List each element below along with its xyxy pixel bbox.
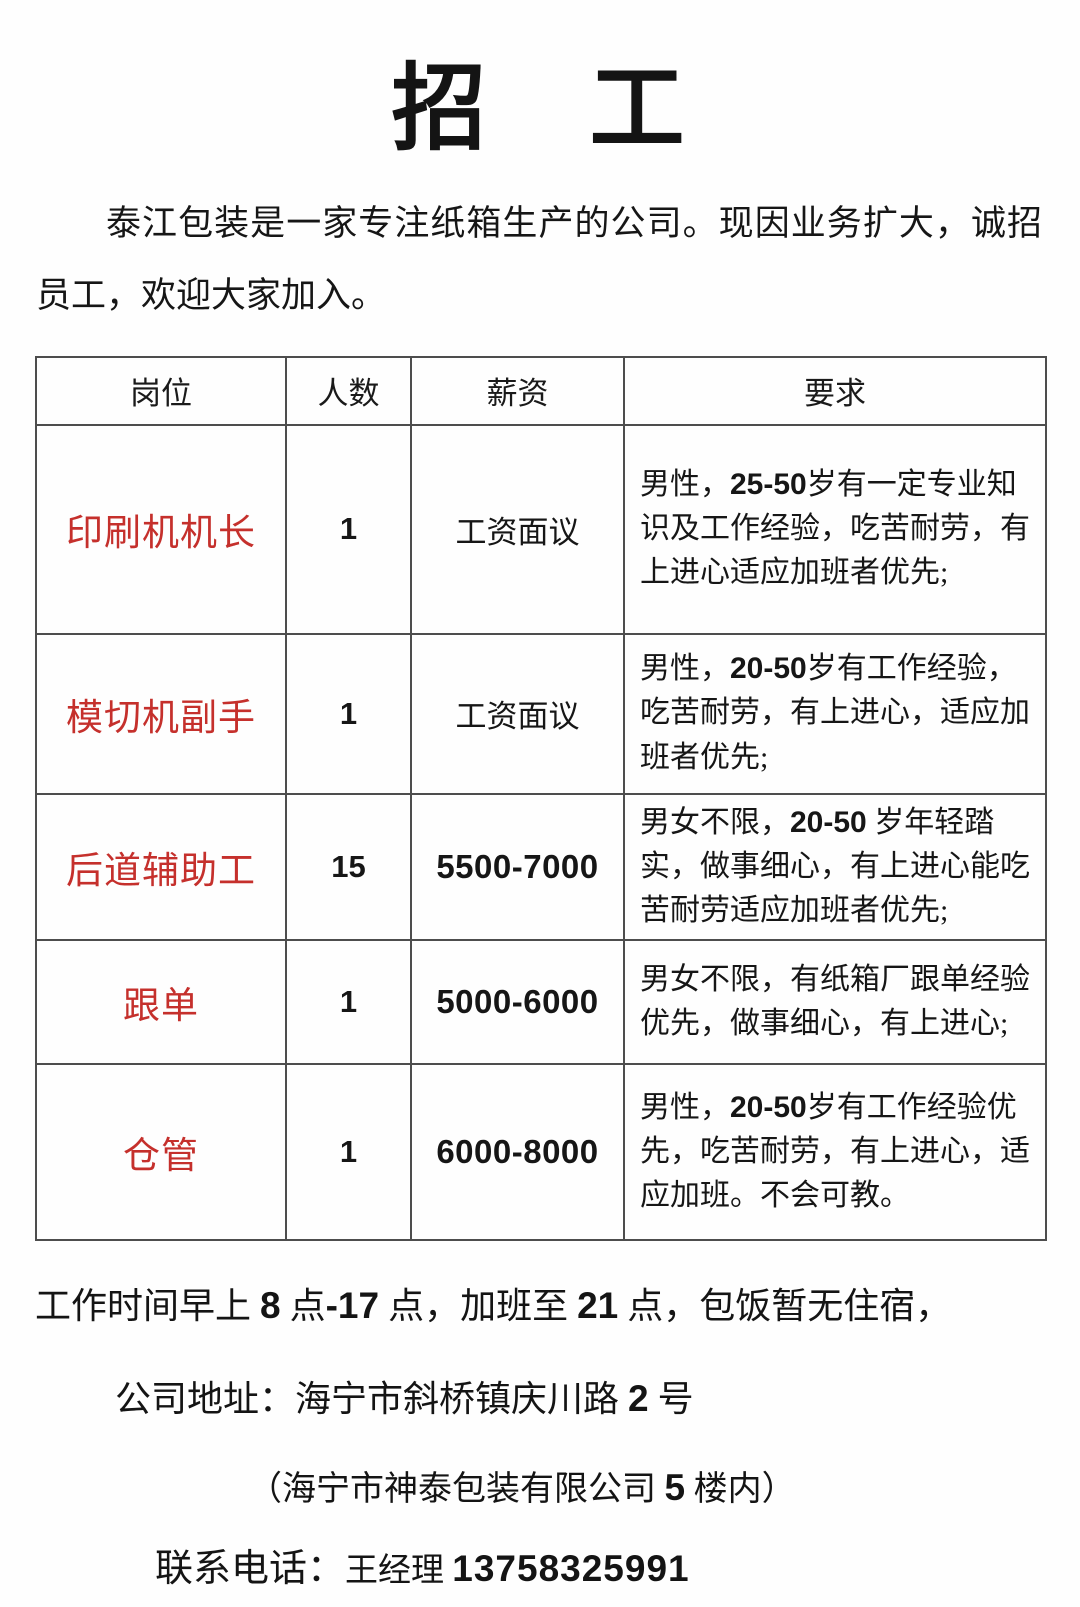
headcount-cell: 1	[285, 1062, 412, 1241]
position-cell: 后道辅助工	[35, 792, 287, 941]
address-note-line: （海宁市神泰包装有限公司 5 楼内）	[248, 1467, 796, 1509]
requirements-cell: 男性，20-50岁有工作经验优先，吃苦耐劳，有上进心，适应加班。不会可教。	[623, 1062, 1047, 1241]
headcount-cell: 15	[285, 792, 412, 941]
column-header-headcount: 人数	[285, 355, 412, 426]
table-header-row: 岗位 人数 薪资 要求	[35, 355, 1047, 426]
jobs-table: 岗位 人数 薪资 要求 印刷机机长 1 工资面议 男性，25-50岁有一定专业知…	[35, 355, 1047, 1241]
work-time-line: 工作时间早上 8 点-17 点，加班至 21 点，包饭暂无住宿，	[35, 1284, 952, 1326]
requirements-cell: 男性，25-50岁有一定专业知识及工作经验，吃苦耐劳，有上进心适应加班者优先;	[623, 423, 1047, 635]
footer: 工作时间早上 8 点-17 点，加班至 21 点，包饭暂无住宿， 公司地址：海宁…	[0, 1283, 1080, 1594]
table-row: 跟单 1 5000-6000 男女不限，有纸箱厂跟单经验优先，做事细心，有上进心…	[35, 938, 1047, 1065]
table-row: 仓管 1 6000-8000 男性，20-50岁有工作经验优先，吃苦耐劳，有上进…	[35, 1062, 1047, 1241]
salary-cell: 6000-8000	[410, 1062, 625, 1241]
salary-cell: 工资面议	[410, 632, 625, 795]
company-address-line: 公司地址：海宁市斜桥镇庆川路 2 号	[115, 1378, 694, 1420]
position-cell: 跟单	[35, 938, 287, 1065]
poster-title: 招 工	[391, 56, 689, 162]
column-header-salary: 薪资	[410, 355, 625, 426]
salary-cell: 工资面议	[410, 423, 625, 635]
column-header-position: 岗位	[35, 355, 287, 426]
contact-phone-line: 联系电话：王经理 13758325991	[155, 1547, 690, 1590]
table-row: 后道辅助工 15 5500-7000 男女不限，20-50 岁年轻踏实，做事细心…	[35, 792, 1047, 941]
headcount-cell: 1	[285, 632, 412, 795]
headcount-cell: 1	[285, 423, 412, 635]
intro-paragraph: 泰江包装是一家专注纸箱生产的公司。现因业务扩大，诚招员工，欢迎大家加入。	[36, 204, 1042, 315]
table-row: 印刷机机长 1 工资面议 男性，25-50岁有一定专业知识及工作经验，吃苦耐劳，…	[35, 423, 1047, 635]
headcount-cell: 1	[285, 938, 412, 1065]
requirements-cell: 男性，20-50岁有工作经验，吃苦耐劳，有上进心，适应加班者优先;	[623, 632, 1047, 795]
requirements-cell: 男女不限，20-50 岁年轻踏实，做事细心，有上进心能吃苦耐劳适应加班者优先;	[623, 792, 1047, 941]
position-cell: 模切机副手	[35, 632, 287, 795]
salary-cell: 5500-7000	[410, 792, 625, 941]
salary-cell: 5000-6000	[410, 938, 625, 1065]
position-cell: 印刷机机长	[35, 423, 287, 635]
position-cell: 仓管	[35, 1062, 287, 1241]
requirements-cell: 男女不限，有纸箱厂跟单经验优先，做事细心，有上进心;	[623, 938, 1047, 1065]
column-header-requirements: 要求	[623, 355, 1047, 426]
table-row: 模切机副手 1 工资面议 男性，20-50岁有工作经验，吃苦耐劳，有上进心，适应…	[35, 632, 1047, 795]
